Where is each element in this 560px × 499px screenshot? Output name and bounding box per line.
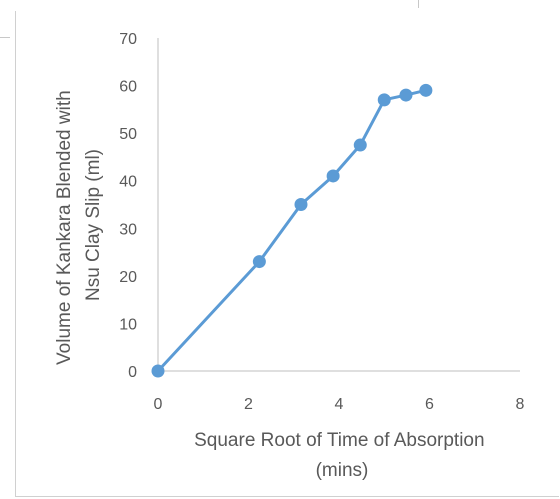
data-point [419,83,433,97]
x-tick-labels: 0 2 4 6 8 [154,396,525,413]
series-layer [151,83,433,378]
x-tick-label: 0 [154,396,163,413]
x-tick-label: 6 [425,396,434,413]
series-line [156,88,427,373]
y-tick-label: 70 [119,31,137,48]
frame-edge-mark-left [0,37,10,38]
data-point [151,364,165,378]
data-point [377,93,391,107]
y-tick-label: 20 [119,269,137,286]
y-tick-label: 60 [119,79,137,96]
y-axis-label-line-1: Volume of Kankara Blended with [54,90,75,365]
x-tick-label: 4 [335,396,344,413]
data-point [294,198,308,211]
x-tick-label: 2 [244,396,253,413]
x-axis-label: Square Root of Time of Absorption (mins) [194,430,490,481]
y-tick-label: 30 [119,221,137,238]
y-tick-label: 10 [119,316,137,333]
y-tick-label: 40 [119,174,137,191]
data-point [252,255,266,269]
x-axis-label-line-2: (mins) [316,460,369,481]
y-tick-label: 0 [128,364,137,381]
x-axis-label-line-1: Square Root of Time of Absorption [194,430,484,451]
y-tick-labels: 0 10 20 30 40 50 60 70 [119,31,137,381]
axes [157,38,520,372]
data-point [399,88,413,102]
data-point [326,169,340,183]
y-axis-label-line-2: Nsu Clay Slip (ml) [83,149,104,301]
chart-frame [15,11,559,497]
frame-edge-mark-top [418,0,419,8]
y-tick-label: 50 [119,126,137,143]
y-axis-label: Volume of Kankara Blended with Nsu Clay … [54,85,104,365]
x-tick-label: 8 [516,396,525,413]
data-point [353,138,367,152]
